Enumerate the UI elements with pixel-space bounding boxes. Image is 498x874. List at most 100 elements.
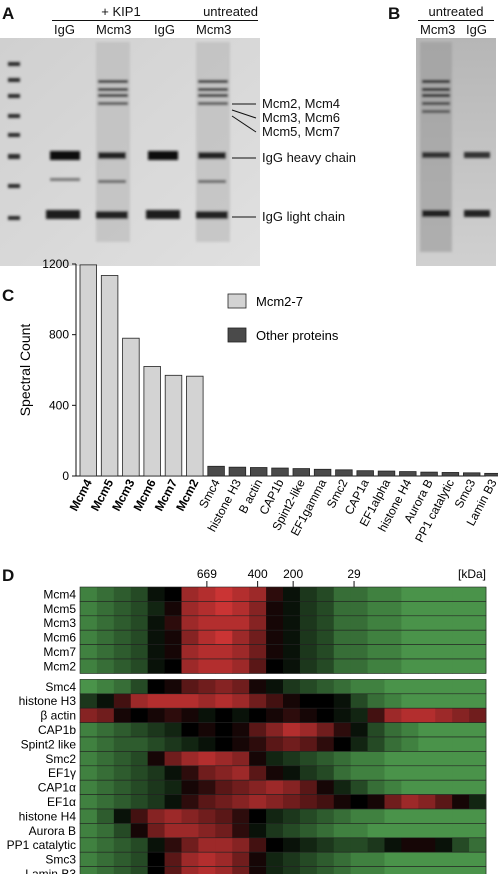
heatmap-cell bbox=[249, 601, 267, 617]
heatmap-cell bbox=[367, 780, 385, 795]
heatmap-cell bbox=[283, 765, 301, 781]
heatmap-cell bbox=[130, 693, 149, 709]
heatmap-cell bbox=[283, 630, 301, 645]
heatmap-cell bbox=[130, 765, 149, 781]
heatmap-cell bbox=[96, 587, 115, 602]
heatmap-row-label: Mcm6 bbox=[43, 631, 76, 645]
heatmap-cell bbox=[333, 615, 352, 631]
heatmap-cell bbox=[469, 708, 487, 723]
heatmap-row-label: Mcm5 bbox=[43, 602, 76, 616]
band-label-mcm5-mcm7: Mcm5, Mcm7 bbox=[262, 124, 340, 139]
heatmap-cell bbox=[232, 722, 250, 738]
heatmap-cell bbox=[181, 837, 199, 853]
heatmap-cell bbox=[350, 601, 368, 617]
heatmap-cell bbox=[469, 693, 487, 709]
heatmap-cell bbox=[198, 615, 216, 631]
heatmap-cell bbox=[164, 615, 182, 631]
heatmap-cell bbox=[215, 587, 233, 602]
heatmap-cell bbox=[215, 659, 233, 674]
heatmap-cell bbox=[249, 587, 267, 602]
bar-smc3 bbox=[462, 472, 481, 477]
heatmap-cell bbox=[232, 794, 250, 810]
heatmap-cell bbox=[469, 737, 487, 752]
heatmap-cell bbox=[164, 837, 182, 853]
heatmap-cell bbox=[401, 751, 419, 767]
heatmap-cell bbox=[283, 679, 301, 695]
y-tick-label: 400 bbox=[49, 398, 69, 412]
bar-aurora-b bbox=[420, 471, 438, 477]
heatmap-cell bbox=[266, 587, 284, 602]
heatmap-cell bbox=[452, 809, 470, 824]
kda-marker-label: 669 bbox=[197, 567, 217, 581]
kda-unit-label: [kDa] bbox=[458, 567, 486, 581]
heatmap-cell bbox=[367, 823, 385, 839]
heatmap-cell bbox=[96, 693, 115, 709]
heatmap-cell bbox=[181, 708, 199, 723]
heatmap-cell bbox=[469, 823, 487, 839]
heatmap-cell bbox=[350, 679, 368, 695]
bar-cap1b bbox=[271, 467, 289, 477]
heatmap-cell bbox=[333, 659, 352, 674]
heatmap-cell bbox=[266, 737, 284, 752]
heatmap-cell bbox=[80, 644, 98, 660]
bar-ef1gamma bbox=[313, 468, 332, 477]
heatmap-cell bbox=[232, 659, 250, 674]
lane-label-2: Mcm3 bbox=[96, 22, 132, 37]
heatmap-cell bbox=[130, 852, 149, 867]
heatmap-cell bbox=[367, 794, 385, 810]
heatmap-cell bbox=[316, 809, 335, 824]
heatmap-row-label: Smc2 bbox=[45, 752, 76, 766]
heatmap-cell bbox=[469, 794, 487, 810]
heatmap-cell bbox=[266, 751, 284, 767]
heatmap-cell bbox=[384, 794, 402, 810]
heatmap-cell bbox=[147, 837, 165, 853]
heatmap-cell bbox=[249, 737, 267, 752]
heatmap-cell bbox=[418, 866, 436, 874]
heatmap-cell bbox=[215, 809, 233, 824]
bar-cap1a bbox=[356, 470, 374, 477]
heatmap-cell bbox=[316, 722, 335, 738]
heatmap-cell bbox=[350, 708, 368, 723]
heatmap-cell bbox=[283, 809, 301, 824]
heatmap-cell bbox=[164, 765, 182, 781]
legend-swatch bbox=[227, 327, 247, 343]
heatmap-cell bbox=[435, 765, 453, 781]
heatmap-cell bbox=[384, 809, 402, 824]
heatmap-cell bbox=[215, 765, 233, 781]
heatmap-cell bbox=[232, 644, 250, 660]
heatmap-cell bbox=[367, 587, 385, 602]
band-label-igg-light: IgG light chain bbox=[262, 209, 346, 224]
heatmap-cell bbox=[283, 587, 301, 602]
heatmap-cell bbox=[316, 751, 335, 767]
heatmap-cell bbox=[80, 722, 98, 738]
heatmap-cell bbox=[299, 679, 318, 695]
heatmap-cell bbox=[130, 708, 149, 723]
heatmap-cell bbox=[249, 823, 267, 839]
bar-histone-h4 bbox=[399, 471, 417, 477]
heatmap-cell bbox=[452, 644, 470, 660]
heatmap-cell bbox=[215, 615, 233, 631]
heatmap-cell bbox=[147, 644, 165, 660]
heatmap-cell bbox=[147, 823, 165, 839]
bar-mcm2 bbox=[186, 375, 204, 477]
heatmap-row-label: Spint2 like bbox=[21, 737, 77, 751]
heatmap-cell bbox=[80, 708, 98, 723]
heatmap-cell bbox=[147, 693, 165, 709]
heatmap-cell bbox=[96, 644, 115, 660]
heatmap-cell bbox=[316, 615, 335, 631]
heatmap-cell bbox=[80, 866, 98, 874]
bar-smc4 bbox=[207, 465, 225, 477]
heatmap-cell bbox=[232, 693, 250, 709]
heatmap-cell bbox=[80, 751, 98, 767]
heatmap-cell bbox=[181, 693, 199, 709]
heatmap-cell bbox=[113, 852, 132, 867]
heatmap-row-label: PP1 catalytic bbox=[7, 838, 76, 852]
heatmap-cell bbox=[367, 630, 385, 645]
heatmap-cell bbox=[299, 809, 318, 824]
heatmap-cell bbox=[96, 765, 115, 781]
heatmap-cell bbox=[469, 679, 487, 695]
heatmap-cell bbox=[147, 794, 165, 810]
band-label-igg-heavy: IgG heavy chain bbox=[262, 150, 356, 165]
heatmap-cell bbox=[435, 679, 453, 695]
heatmap-cell bbox=[266, 866, 284, 874]
